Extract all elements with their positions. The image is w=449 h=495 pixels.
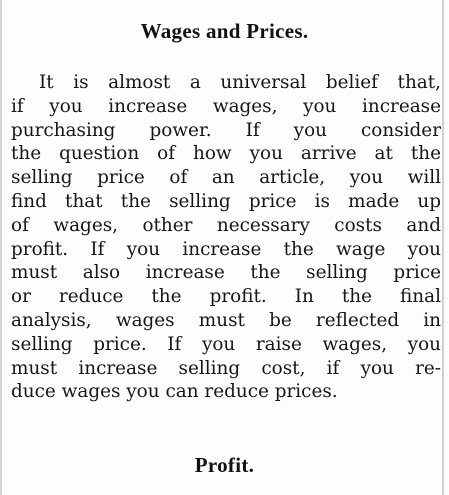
body-line: the question of how you arrive at the [11,143,441,165]
body-line: must increase selling cost, if you re- [11,357,441,379]
next-section-heading: Profit. [194,453,255,477]
body-line: It is almost a universal belief that, [39,72,441,93]
article-heading: Wages and Prices. [140,19,309,43]
body-line: or reduce the profit. In the final [11,286,441,308]
body-line: analysis, wages must be reflected in [11,309,441,331]
body-line: of wages, other necessary costs and [11,214,441,236]
body-line: find that the selling price is made up [11,190,441,212]
body-line: purchasing power. If you consider [11,119,441,141]
body-line: if you increase wages, you increase [11,95,441,117]
article-body: It is almost a universal belief that, if… [11,71,441,404]
body-line: profit. If you increase the wage you [11,238,441,260]
body-line: selling price of an article, you will [11,167,441,189]
body-line: duce wages you can reduce prices. [11,381,338,403]
body-line: selling price. If you raise wages, you [11,333,441,355]
column-rule-right [442,0,444,495]
body-line: must also increase the selling price [11,262,441,284]
column-rule-left [0,0,2,495]
